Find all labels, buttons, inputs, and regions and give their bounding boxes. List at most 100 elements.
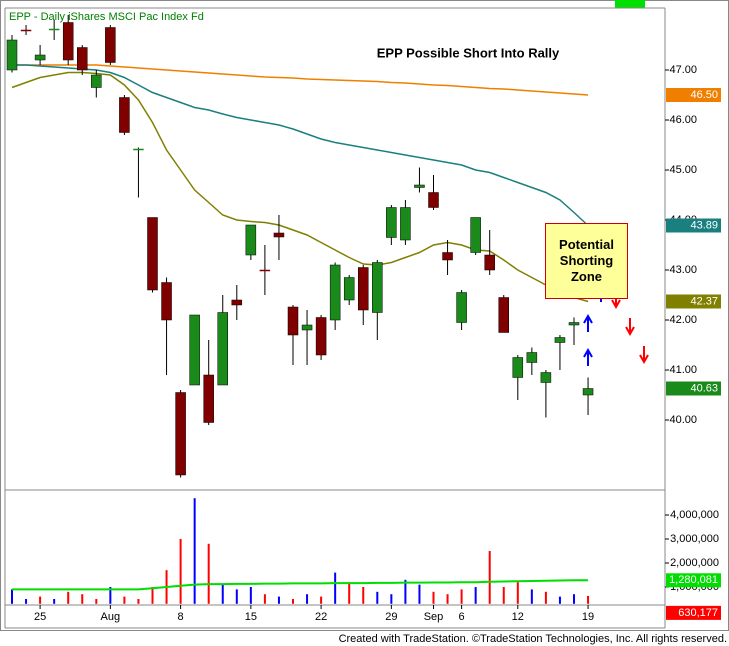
volume-bar (460, 589, 463, 604)
candle-body (329, 264, 341, 321)
value-tag (666, 88, 721, 102)
candle-body (414, 184, 425, 188)
candle-body (34, 54, 46, 61)
candle-body (470, 217, 481, 253)
volume-bar (179, 539, 182, 604)
volume-bar (207, 543, 210, 604)
volume-bar (320, 596, 323, 604)
volume-bar (516, 582, 519, 604)
candle-body (20, 29, 32, 32)
y-tick-label: 40.00 (669, 414, 697, 426)
x-tick-label: 6 (459, 611, 465, 623)
candle-body (315, 317, 327, 356)
candle-body (161, 282, 172, 321)
y-tick-label: 45.00 (669, 164, 697, 176)
volume-bar (376, 591, 379, 604)
candle-body (512, 357, 524, 378)
volume-bar (334, 572, 337, 604)
volume-bar (263, 594, 266, 604)
volume-bar (306, 594, 309, 604)
y-tick-label: 3,000,000 (670, 533, 719, 545)
value-tag (666, 381, 721, 396)
up-arrow (583, 347, 593, 366)
down-arrow (639, 346, 649, 365)
candle-body (48, 28, 60, 31)
x-tick-label: 15 (245, 611, 257, 623)
candle-body (77, 47, 88, 71)
chart-title: EPP Possible Short Into Rally (377, 45, 560, 60)
volume-bar (11, 589, 13, 604)
volume-bar (502, 587, 505, 604)
candle-body (259, 269, 271, 272)
volume-bar (53, 599, 56, 604)
value-tag-label: 46.50 (690, 89, 718, 101)
y-tick-label: 41.00 (669, 364, 697, 376)
volume-bar (123, 596, 126, 604)
candle-body (91, 74, 102, 88)
value-tag (666, 573, 721, 588)
up-arrow (583, 313, 593, 332)
candle-body (554, 337, 566, 343)
candle-body (428, 192, 439, 208)
volume-bar (587, 595, 590, 604)
volume-bar (193, 498, 196, 604)
volume-bar (137, 599, 140, 604)
value-tag (666, 605, 721, 620)
candle-body (582, 388, 594, 396)
candle-body (400, 207, 411, 241)
candle-body (568, 322, 580, 326)
x-tick-label: Aug (101, 611, 121, 623)
candle-body (217, 312, 228, 386)
volume-bar (235, 589, 238, 604)
x-tick-label: 25 (34, 611, 46, 623)
value-tag (666, 218, 721, 233)
volume-bar (573, 594, 575, 604)
volume-bar (25, 599, 28, 604)
volume-bar (488, 551, 491, 604)
volume-bar (249, 587, 252, 604)
y-tick-label: 2,000,000 (670, 557, 719, 569)
down-arrow (625, 318, 635, 337)
moving-average (11, 71, 589, 303)
volume-bar (446, 594, 449, 604)
candle-body (456, 292, 467, 323)
chart: EPP - Daily iShares MSCI Pac Index Fd EP… (0, 0, 729, 631)
volume-average (12, 579, 589, 591)
volume-bar (530, 589, 533, 604)
candle-body (484, 254, 495, 271)
volume-bar (39, 596, 42, 604)
footer: Created with TradeStation. ©TradeStation… (338, 633, 727, 645)
x-tick-label: 22 (315, 611, 327, 623)
x-tick-label: 29 (385, 611, 397, 623)
volume-bar (362, 587, 365, 604)
candle-body (442, 252, 453, 261)
candle-body (358, 267, 369, 311)
candle-body (301, 324, 313, 331)
volume-bar (348, 582, 351, 604)
candle-body (273, 232, 285, 238)
candle-body (133, 148, 144, 151)
subtitle: EPP - Daily iShares MSCI Pac Index Fd (9, 11, 204, 23)
frame (0, 0, 729, 631)
candle-body (203, 374, 214, 423)
volume-bar (81, 594, 84, 604)
y-tick-label: 47.00 (669, 64, 697, 76)
candle-body (372, 262, 383, 313)
volume-bar (151, 587, 154, 604)
candle-body (119, 97, 130, 133)
value-tag-label: 40.63 (690, 382, 718, 394)
candle-body (540, 372, 552, 383)
volume-bar (544, 591, 547, 604)
value-tag-label: 42.37 (690, 295, 718, 307)
status-box (615, 0, 645, 8)
x-tick-label: 12 (512, 611, 524, 623)
x-tick-label: Sep (424, 611, 444, 623)
value-tag-label: 43.89 (690, 219, 718, 231)
y-tick-label: 42.00 (669, 314, 697, 326)
volume-bar (67, 591, 70, 604)
candle-body (147, 217, 158, 291)
value-tag-label: 630,177 (678, 607, 718, 619)
annotation-box: Potential Shorting Zone (545, 223, 628, 299)
volume-bar (418, 584, 421, 604)
